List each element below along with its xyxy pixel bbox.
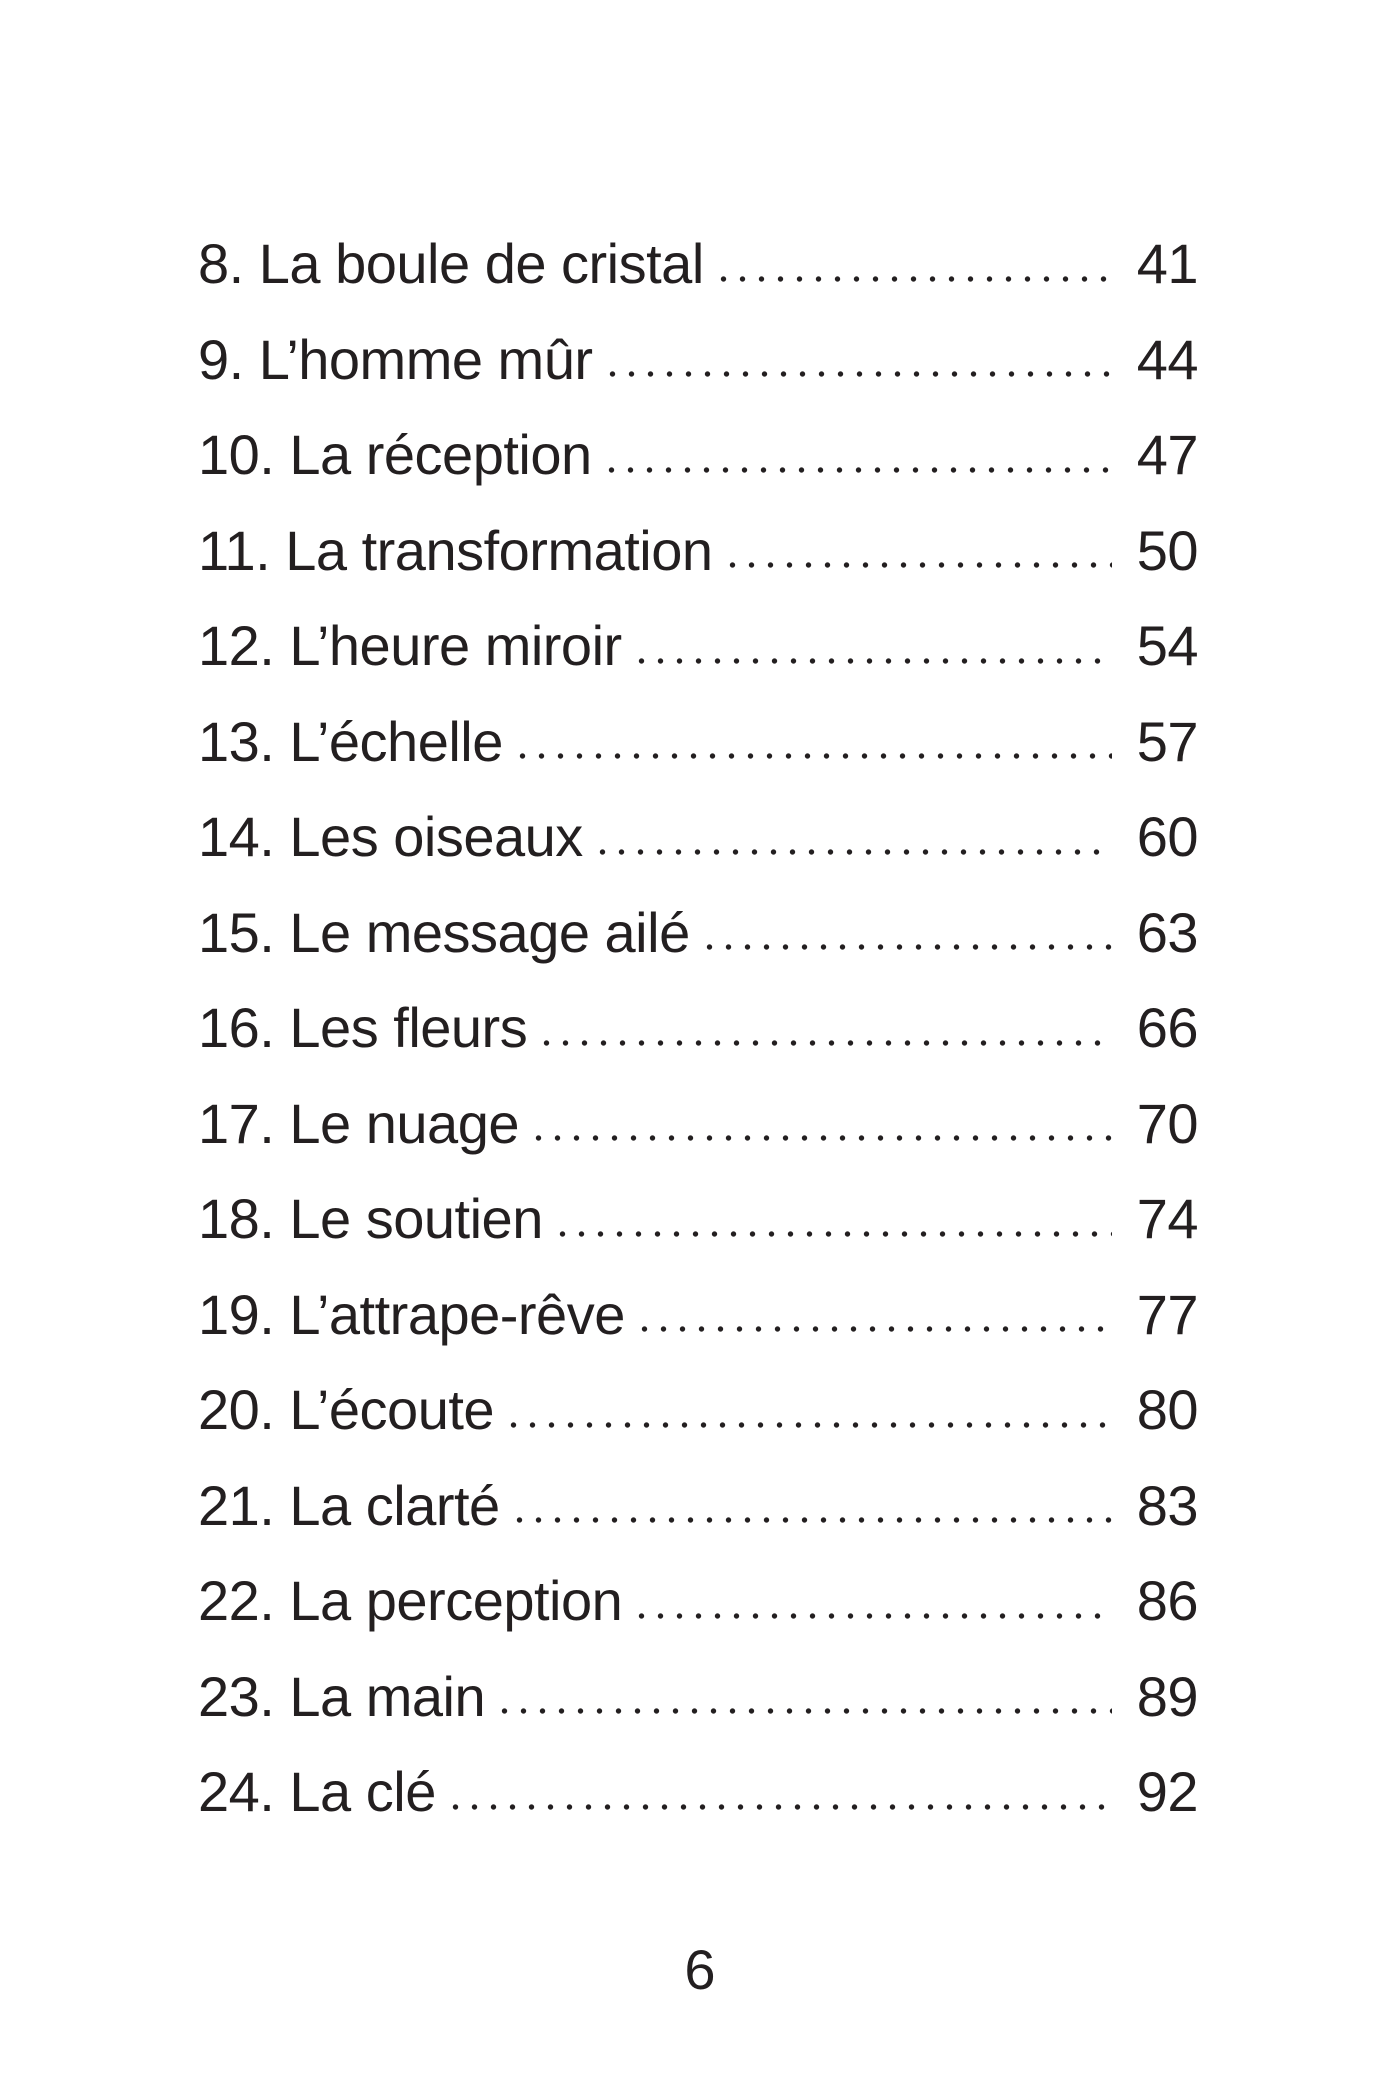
toc-entry-row: 18. Le soutien 74 xyxy=(198,1171,1199,1267)
toc-entry-row: 13. L’échelle 57 xyxy=(198,693,1199,789)
toc-entry-row: 19. L’attrape-rêve 77 xyxy=(198,1266,1199,1362)
toc-entry-page-number: 70 xyxy=(1136,1091,1199,1155)
footer-page-number: 6 xyxy=(684,1938,716,2001)
toc-entry-page-number: 50 xyxy=(1136,518,1199,582)
toc-entry-row: 12. L’heure miroir 54 xyxy=(198,598,1199,694)
toc-leader-dots xyxy=(509,1457,1112,1553)
toc-entry-title: 12. L’heure miroir xyxy=(198,614,622,677)
toc-entry-title: 24. La clé xyxy=(198,1760,436,1823)
toc-entry-row: 8. La boule de cristal 41 xyxy=(198,216,1199,312)
toc-leader-dots xyxy=(495,1648,1112,1744)
toc-entry-title: 16. Les fleurs xyxy=(198,996,528,1059)
toc-leader-dots xyxy=(631,598,1112,694)
toc-entry-page-number: 44 xyxy=(1136,327,1199,391)
toc-entry-row: 20. L’écoute 80 xyxy=(198,1362,1199,1458)
toc-entry-page-number: 60 xyxy=(1136,805,1199,868)
toc-leader-dots xyxy=(528,1075,1112,1171)
toc-entry-page-number: 83 xyxy=(1136,1473,1199,1537)
toc-entry-title: 20. L’écoute xyxy=(198,1378,495,1441)
toc-entry-title: 15. Le message ailé xyxy=(198,900,690,964)
toc-entry-title: 10. La réception xyxy=(198,423,592,486)
toc-entry-row: 9. L’homme mûr 44 xyxy=(198,311,1199,407)
toc-entry-row: 16. Les fleurs 66 xyxy=(198,980,1199,1076)
toc-entry-title: 8. La boule de cristal xyxy=(198,232,704,295)
toc-leader-dots xyxy=(602,311,1112,407)
toc-entry-row: 24. La clé 92 xyxy=(198,1744,1199,1840)
toc-entry-row: 14. Les oiseaux 60 xyxy=(198,789,1199,885)
toc-leader-dots xyxy=(537,980,1112,1076)
toc-entry-page-number: 92 xyxy=(1136,1760,1199,1823)
toc-leader-dots xyxy=(632,1553,1112,1649)
toc-entry-page-number: 80 xyxy=(1136,1378,1199,1441)
toc-entry-page-number: 86 xyxy=(1136,1569,1199,1632)
toc-leader-dots xyxy=(699,884,1112,980)
toc-entry-row: 21. La clarté 83 xyxy=(198,1457,1199,1553)
toc-entry-title: 21. La clarté xyxy=(198,1473,500,1537)
toc-entry-page-number: 54 xyxy=(1136,614,1199,677)
toc-entry-row: 22. La perception 86 xyxy=(198,1553,1199,1649)
toc-entry-page-number: 66 xyxy=(1136,996,1199,1059)
toc-entry-row: 11. La transformation 50 xyxy=(198,502,1199,598)
toc-leader-dots xyxy=(504,1362,1112,1458)
toc-entry-title: 11. La transformation xyxy=(198,518,713,582)
toc-entry-page-number: 89 xyxy=(1136,1664,1199,1728)
toc-leader-dots xyxy=(634,1266,1112,1362)
toc-entry-row: 17. Le nuage 70 xyxy=(198,1075,1199,1171)
toc-entry-page-number: 77 xyxy=(1136,1282,1199,1346)
toc-leader-dots xyxy=(713,216,1112,312)
toc-entry-page-number: 41 xyxy=(1136,232,1199,295)
toc-entry-page-number: 63 xyxy=(1136,900,1199,964)
toc-entry-page-number: 57 xyxy=(1136,709,1199,773)
toc-entry-title: 23. La main xyxy=(198,1664,486,1728)
toc-entry-page-number: 74 xyxy=(1136,1187,1199,1250)
toc-leader-dots xyxy=(601,407,1112,503)
toc-entry-row: 10. La réception 47 xyxy=(198,407,1199,503)
toc-entry-row: 15. Le message ailé 63 xyxy=(198,884,1199,980)
toc-entry-title: 13. L’échelle xyxy=(198,709,503,773)
toc-entry-page-number: 47 xyxy=(1136,423,1199,486)
toc-entry-row: 23. La main 89 xyxy=(198,1648,1199,1744)
toc-entry-title: 17. Le nuage xyxy=(198,1091,519,1155)
toc-leader-dots xyxy=(592,789,1112,885)
toc-list: 8. La boule de cristal 41 9. L’homme mûr… xyxy=(198,216,1199,1840)
toc-leader-dots xyxy=(445,1744,1112,1840)
toc-entry-title: 18. Le soutien xyxy=(198,1187,543,1250)
toc-entry-title: 14. Les oiseaux xyxy=(198,805,583,868)
toc-entry-title: 19. L’attrape-rêve xyxy=(198,1282,625,1346)
toc-entry-title: 9. L’homme mûr xyxy=(198,327,593,391)
toc-entry-title: 22. La perception xyxy=(198,1569,623,1632)
toc-leader-dots xyxy=(722,502,1112,598)
toc-leader-dots xyxy=(512,693,1112,789)
toc-leader-dots xyxy=(552,1171,1112,1267)
